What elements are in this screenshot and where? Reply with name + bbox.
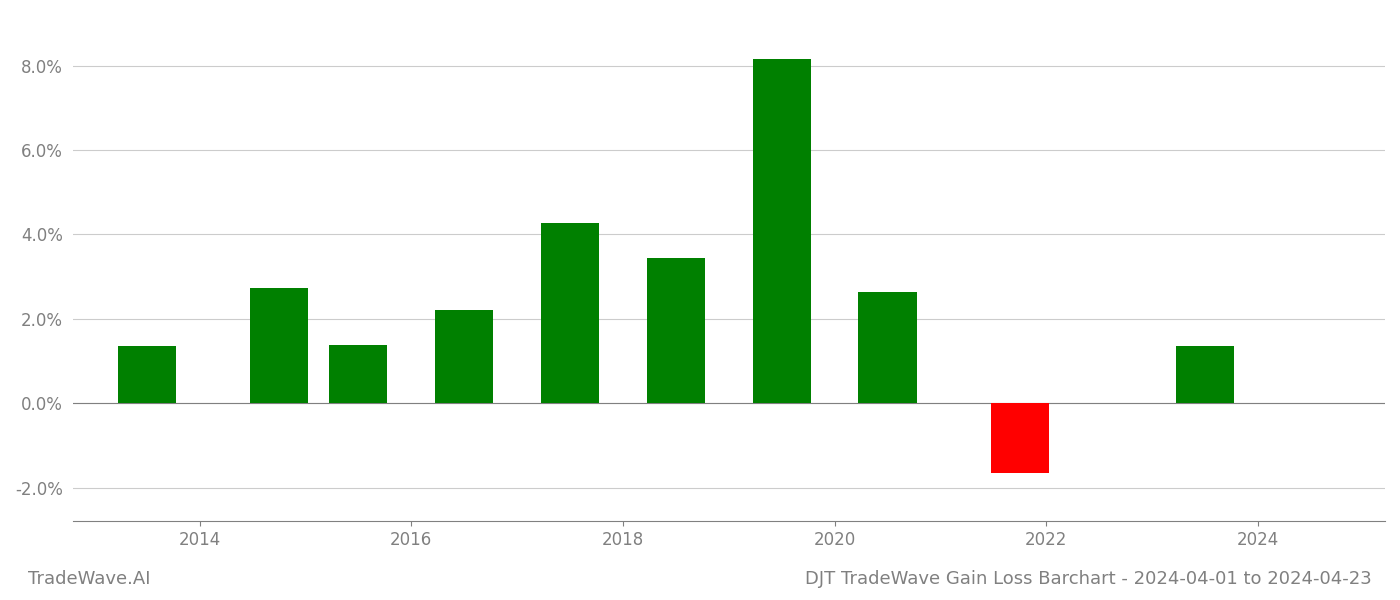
Bar (1176, 346, 1235, 403)
Text: DJT TradeWave Gain Loss Barchart - 2024-04-01 to 2024-04-23: DJT TradeWave Gain Loss Barchart - 2024-… (805, 570, 1372, 588)
Text: TradeWave.AI: TradeWave.AI (28, 570, 151, 588)
Bar (858, 292, 917, 403)
Bar (329, 345, 388, 403)
Bar (991, 403, 1049, 473)
Bar (118, 346, 176, 403)
Bar (435, 310, 493, 403)
Bar (753, 59, 811, 403)
Bar (647, 258, 706, 403)
Bar (249, 288, 308, 403)
Bar (540, 223, 599, 403)
